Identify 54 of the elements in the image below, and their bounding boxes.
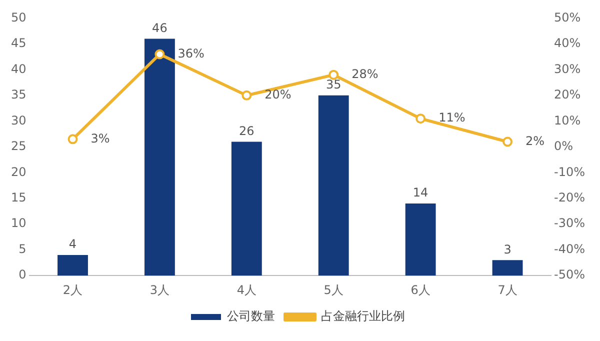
y2-tick-label: 30% — [554, 62, 581, 76]
y-tick-label: 30 — [10, 113, 26, 128]
x-tick-label: 5人 — [324, 282, 344, 297]
point — [328, 70, 339, 80]
point — [502, 136, 513, 147]
data-label: 35 — [326, 78, 342, 92]
bar — [144, 38, 175, 276]
y2-tick-label: 20% — [554, 88, 581, 102]
data-label: 4 — [68, 237, 77, 252]
point — [68, 134, 78, 144]
y2-tick-label: -40% — [554, 242, 586, 256]
data-label: 3% — [90, 131, 110, 146]
data-label: 46 — [152, 20, 168, 35]
data-label: 3 — [504, 242, 512, 256]
y-tick-label: 35 — [10, 88, 26, 102]
y2-tick-label: 50% — [554, 10, 581, 24]
data-label: 2% — [526, 134, 545, 148]
bar — [318, 95, 349, 276]
y-tick-label: 45 — [10, 36, 26, 50]
point — [154, 49, 165, 60]
x-tick-label: 3人 — [150, 282, 170, 297]
y2-tick-label: 40% — [554, 36, 581, 50]
x-tick-label: 7人 — [498, 282, 518, 297]
data-label: 36% — [178, 46, 204, 60]
legend-label: 占金融行业比例 — [321, 309, 405, 324]
data-label: 11% — [438, 110, 466, 125]
bar — [231, 142, 262, 276]
legend-label: 公司数量 — [227, 309, 275, 324]
y-tick-label: 25 — [10, 139, 26, 154]
y2-tick-label: -50% — [554, 268, 586, 282]
y2-tick-label: -20% — [554, 190, 586, 205]
y-tick-label: 5 — [18, 242, 26, 256]
x-tick-label: 6人 — [410, 282, 430, 297]
x-tick-label: 4人 — [236, 282, 256, 297]
bar — [58, 255, 88, 276]
point — [242, 90, 252, 100]
data-label: 14 — [412, 186, 428, 200]
y-tick-label: 15 — [10, 190, 26, 205]
y-tick-label: 20 — [10, 164, 26, 179]
data-label: 20% — [264, 88, 292, 102]
y-tick-label: 40 — [10, 62, 26, 76]
y2-tick-label: -10% — [554, 164, 586, 179]
data-label: 28% — [352, 66, 378, 81]
bar — [492, 260, 523, 276]
y2-tick-label: 0% — [554, 139, 574, 154]
y2-tick-label: 10% — [554, 113, 581, 128]
y-tick-label: 0 — [18, 268, 26, 282]
y-tick-label: 10 — [10, 216, 26, 230]
data-label: 26 — [239, 124, 254, 138]
x-tick-label: 2人 — [62, 282, 83, 297]
bar — [405, 204, 436, 276]
point — [416, 114, 426, 124]
y2-tick-label: -30% — [554, 216, 586, 230]
y-tick-label: 50 — [10, 10, 26, 24]
